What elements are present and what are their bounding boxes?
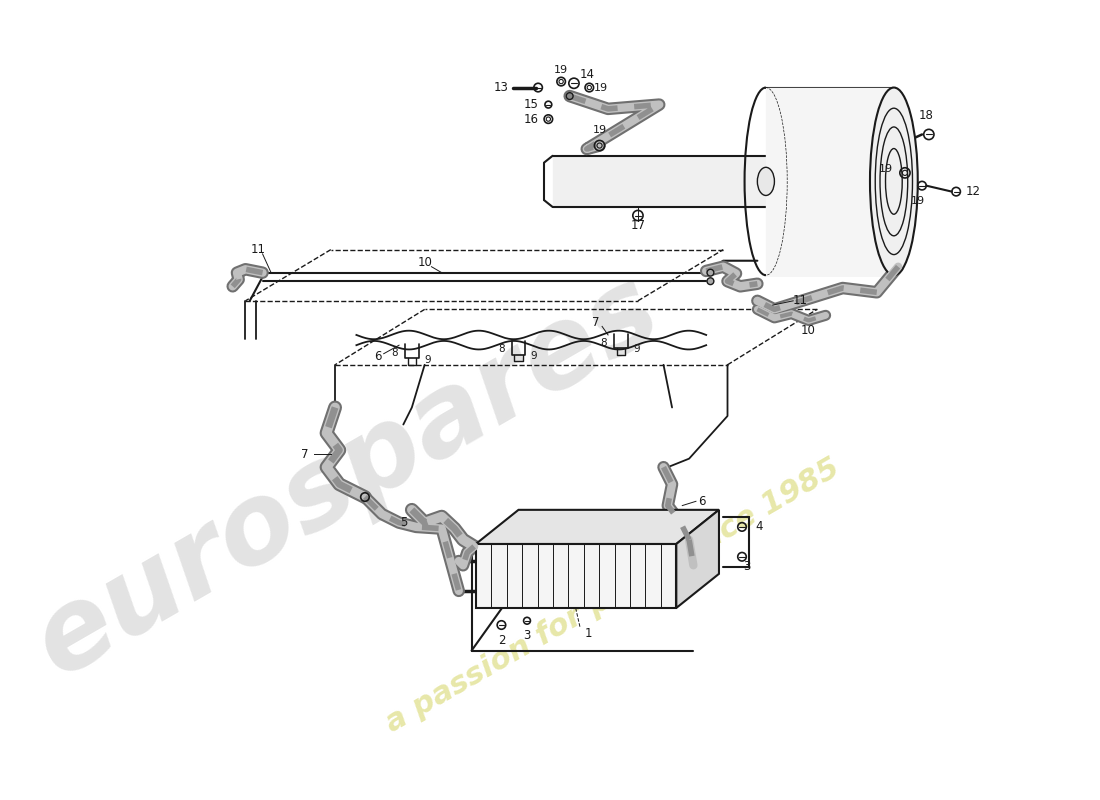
Text: 19: 19 bbox=[594, 82, 608, 93]
Text: 6: 6 bbox=[374, 350, 382, 362]
Text: 3: 3 bbox=[744, 561, 751, 574]
Text: 17: 17 bbox=[630, 219, 646, 232]
Text: a passion for parts since 1985: a passion for parts since 1985 bbox=[381, 453, 845, 738]
Ellipse shape bbox=[870, 87, 917, 275]
Text: 9: 9 bbox=[530, 351, 537, 362]
Text: 19: 19 bbox=[593, 125, 606, 135]
Text: 14: 14 bbox=[580, 68, 594, 82]
Text: 7: 7 bbox=[301, 448, 309, 461]
Polygon shape bbox=[476, 510, 719, 544]
Circle shape bbox=[707, 270, 714, 276]
Circle shape bbox=[566, 93, 573, 99]
Polygon shape bbox=[676, 510, 719, 608]
Text: 12: 12 bbox=[966, 185, 981, 198]
Text: 5: 5 bbox=[399, 516, 407, 529]
Text: 18: 18 bbox=[918, 109, 934, 122]
Polygon shape bbox=[476, 544, 676, 608]
Text: 8: 8 bbox=[601, 338, 607, 348]
Text: 7: 7 bbox=[592, 316, 600, 329]
Text: 19: 19 bbox=[554, 66, 569, 75]
Text: 11: 11 bbox=[792, 294, 807, 307]
Text: 13: 13 bbox=[494, 81, 509, 94]
Text: 3: 3 bbox=[524, 629, 530, 642]
Text: 4: 4 bbox=[756, 520, 762, 534]
Text: 19: 19 bbox=[879, 163, 893, 174]
Text: 6: 6 bbox=[698, 495, 706, 508]
Text: 15: 15 bbox=[524, 98, 539, 111]
Polygon shape bbox=[766, 87, 894, 275]
Text: 11: 11 bbox=[251, 243, 266, 256]
Text: eurospares: eurospares bbox=[16, 254, 679, 698]
Text: 19: 19 bbox=[911, 196, 925, 206]
Text: 1: 1 bbox=[585, 627, 592, 640]
Text: 2: 2 bbox=[497, 634, 505, 647]
Text: 9: 9 bbox=[632, 345, 639, 354]
Text: 10: 10 bbox=[417, 256, 432, 269]
Text: 16: 16 bbox=[524, 113, 539, 126]
Ellipse shape bbox=[758, 167, 774, 195]
Text: 8: 8 bbox=[392, 348, 398, 358]
Polygon shape bbox=[552, 156, 766, 207]
Text: 9: 9 bbox=[424, 354, 430, 365]
Text: 8: 8 bbox=[498, 345, 505, 354]
Text: 10: 10 bbox=[801, 324, 816, 337]
Circle shape bbox=[707, 278, 714, 285]
